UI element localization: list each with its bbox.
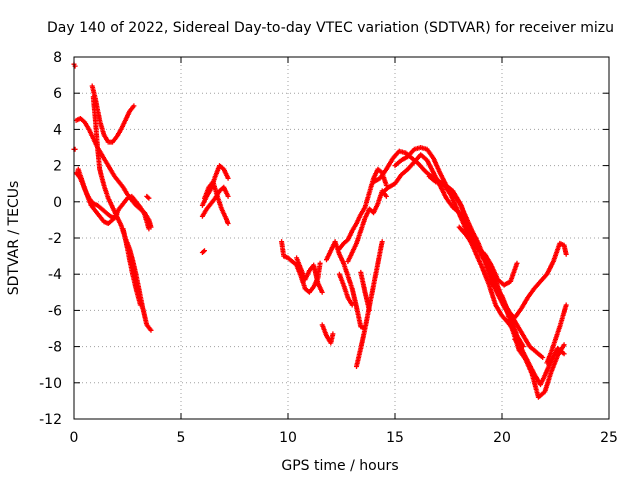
data-series-trace-17 xyxy=(324,239,368,331)
y-tick-label: -2 xyxy=(48,231,62,247)
data-point-markers xyxy=(71,61,78,69)
x-tick-label: 10 xyxy=(279,430,297,446)
x-tick-label: 15 xyxy=(386,430,404,446)
y-tick-label: -10 xyxy=(39,376,62,392)
data-point-markers xyxy=(358,269,372,313)
x-tick-label: 0 xyxy=(70,430,79,446)
axis-ticks xyxy=(73,56,610,420)
data-point-markers xyxy=(120,226,143,308)
data-series-trace-15 xyxy=(294,255,325,295)
data-series-trace-13 xyxy=(199,248,207,255)
data-point-markers xyxy=(486,240,569,321)
y-tick-label: 2 xyxy=(53,159,62,175)
data-point-markers xyxy=(199,248,207,255)
data-series-trace-25 xyxy=(392,145,546,360)
data-series-trace-12 xyxy=(202,179,231,226)
y-tick-label: -12 xyxy=(39,412,62,428)
data-series-trace-01 xyxy=(71,61,78,69)
y-tick-label: 0 xyxy=(53,195,62,211)
data-point-markers xyxy=(336,271,355,308)
y-tick-label: -8 xyxy=(48,340,62,356)
x-tick-labels: 0 5 10 15 20 25 xyxy=(70,430,618,446)
data-point-markers xyxy=(345,188,389,264)
data-point-markers xyxy=(392,145,546,360)
x-tick-label: 25 xyxy=(600,430,618,446)
data-point-markers xyxy=(512,336,567,388)
data-point-markers xyxy=(294,255,325,295)
data-series-trace-29 xyxy=(512,336,567,388)
y-tick-label: 8 xyxy=(53,50,62,66)
x-axis-label: GPS time / hours xyxy=(281,458,398,474)
data-point-markers xyxy=(75,166,120,226)
grid-lines xyxy=(74,57,609,419)
x-tick-label: 20 xyxy=(493,430,511,446)
data-series-trace-28 xyxy=(486,240,569,321)
data-series-trace-09 xyxy=(144,193,152,201)
x-tick-label: 5 xyxy=(177,430,186,446)
data-point-markers xyxy=(456,224,520,288)
y-axis-label: SDTVAR / TECUs xyxy=(6,181,22,296)
data-point-markers xyxy=(202,179,231,226)
data-series-trace-02 xyxy=(71,146,78,152)
data-point-markers xyxy=(324,239,368,331)
data-point-markers xyxy=(144,193,152,201)
y-tick-label: -6 xyxy=(48,303,62,319)
data-series-trace-30 xyxy=(544,302,569,366)
data-series-trace-18 xyxy=(336,271,355,308)
data-series-trace-14 xyxy=(279,239,323,295)
data-series-trace-05 xyxy=(75,166,120,226)
y-tick-label: -4 xyxy=(48,267,62,283)
y-tick-label: 4 xyxy=(53,122,62,138)
y-tick-label: 6 xyxy=(53,86,62,102)
data-series-trace-22 xyxy=(358,269,372,313)
data-series-trace-16 xyxy=(319,322,336,346)
data-series-trace-27 xyxy=(456,224,520,288)
y-tick-labels: -12 -10 -8 -6 -4 -2 0 2 4 6 8 xyxy=(39,50,62,428)
data-points xyxy=(71,61,569,400)
data-point-markers xyxy=(544,302,569,366)
data-point-markers xyxy=(319,322,336,346)
data-series-trace-20 xyxy=(345,188,389,264)
data-series-trace-08 xyxy=(120,226,143,308)
data-point-markers xyxy=(279,239,323,295)
chart-title: Day 140 of 2022, Sidereal Day-to-day VTE… xyxy=(47,20,614,36)
data-point-markers xyxy=(71,146,78,152)
